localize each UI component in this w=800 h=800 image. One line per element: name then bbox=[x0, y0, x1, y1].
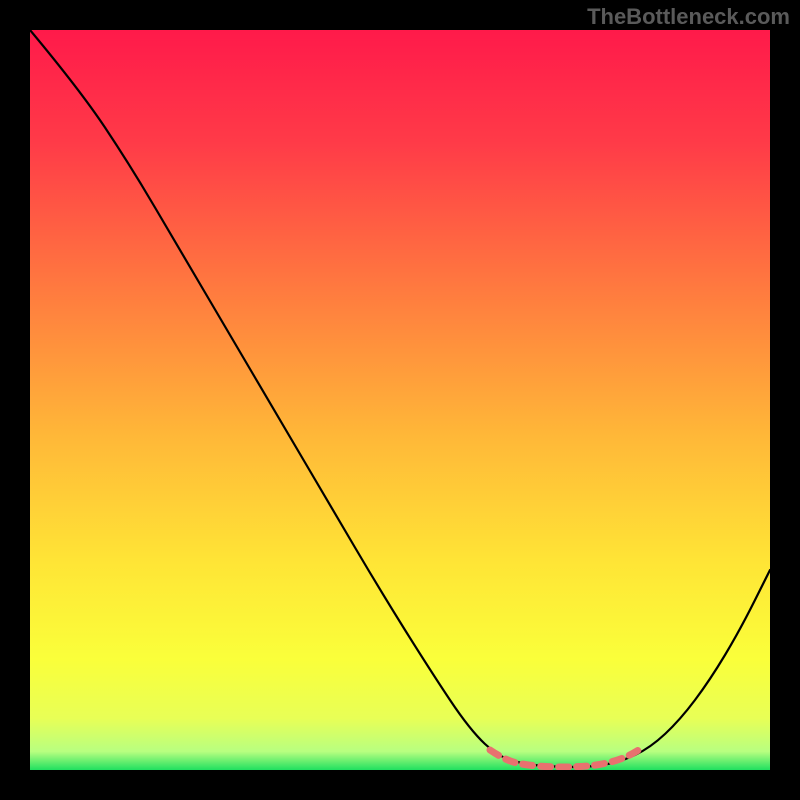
watermark-text: TheBottleneck.com bbox=[587, 4, 790, 30]
chart-container: TheBottleneck.com bbox=[0, 0, 800, 800]
chart-area bbox=[30, 30, 770, 770]
gradient-background bbox=[30, 30, 770, 770]
chart-svg bbox=[30, 30, 770, 770]
